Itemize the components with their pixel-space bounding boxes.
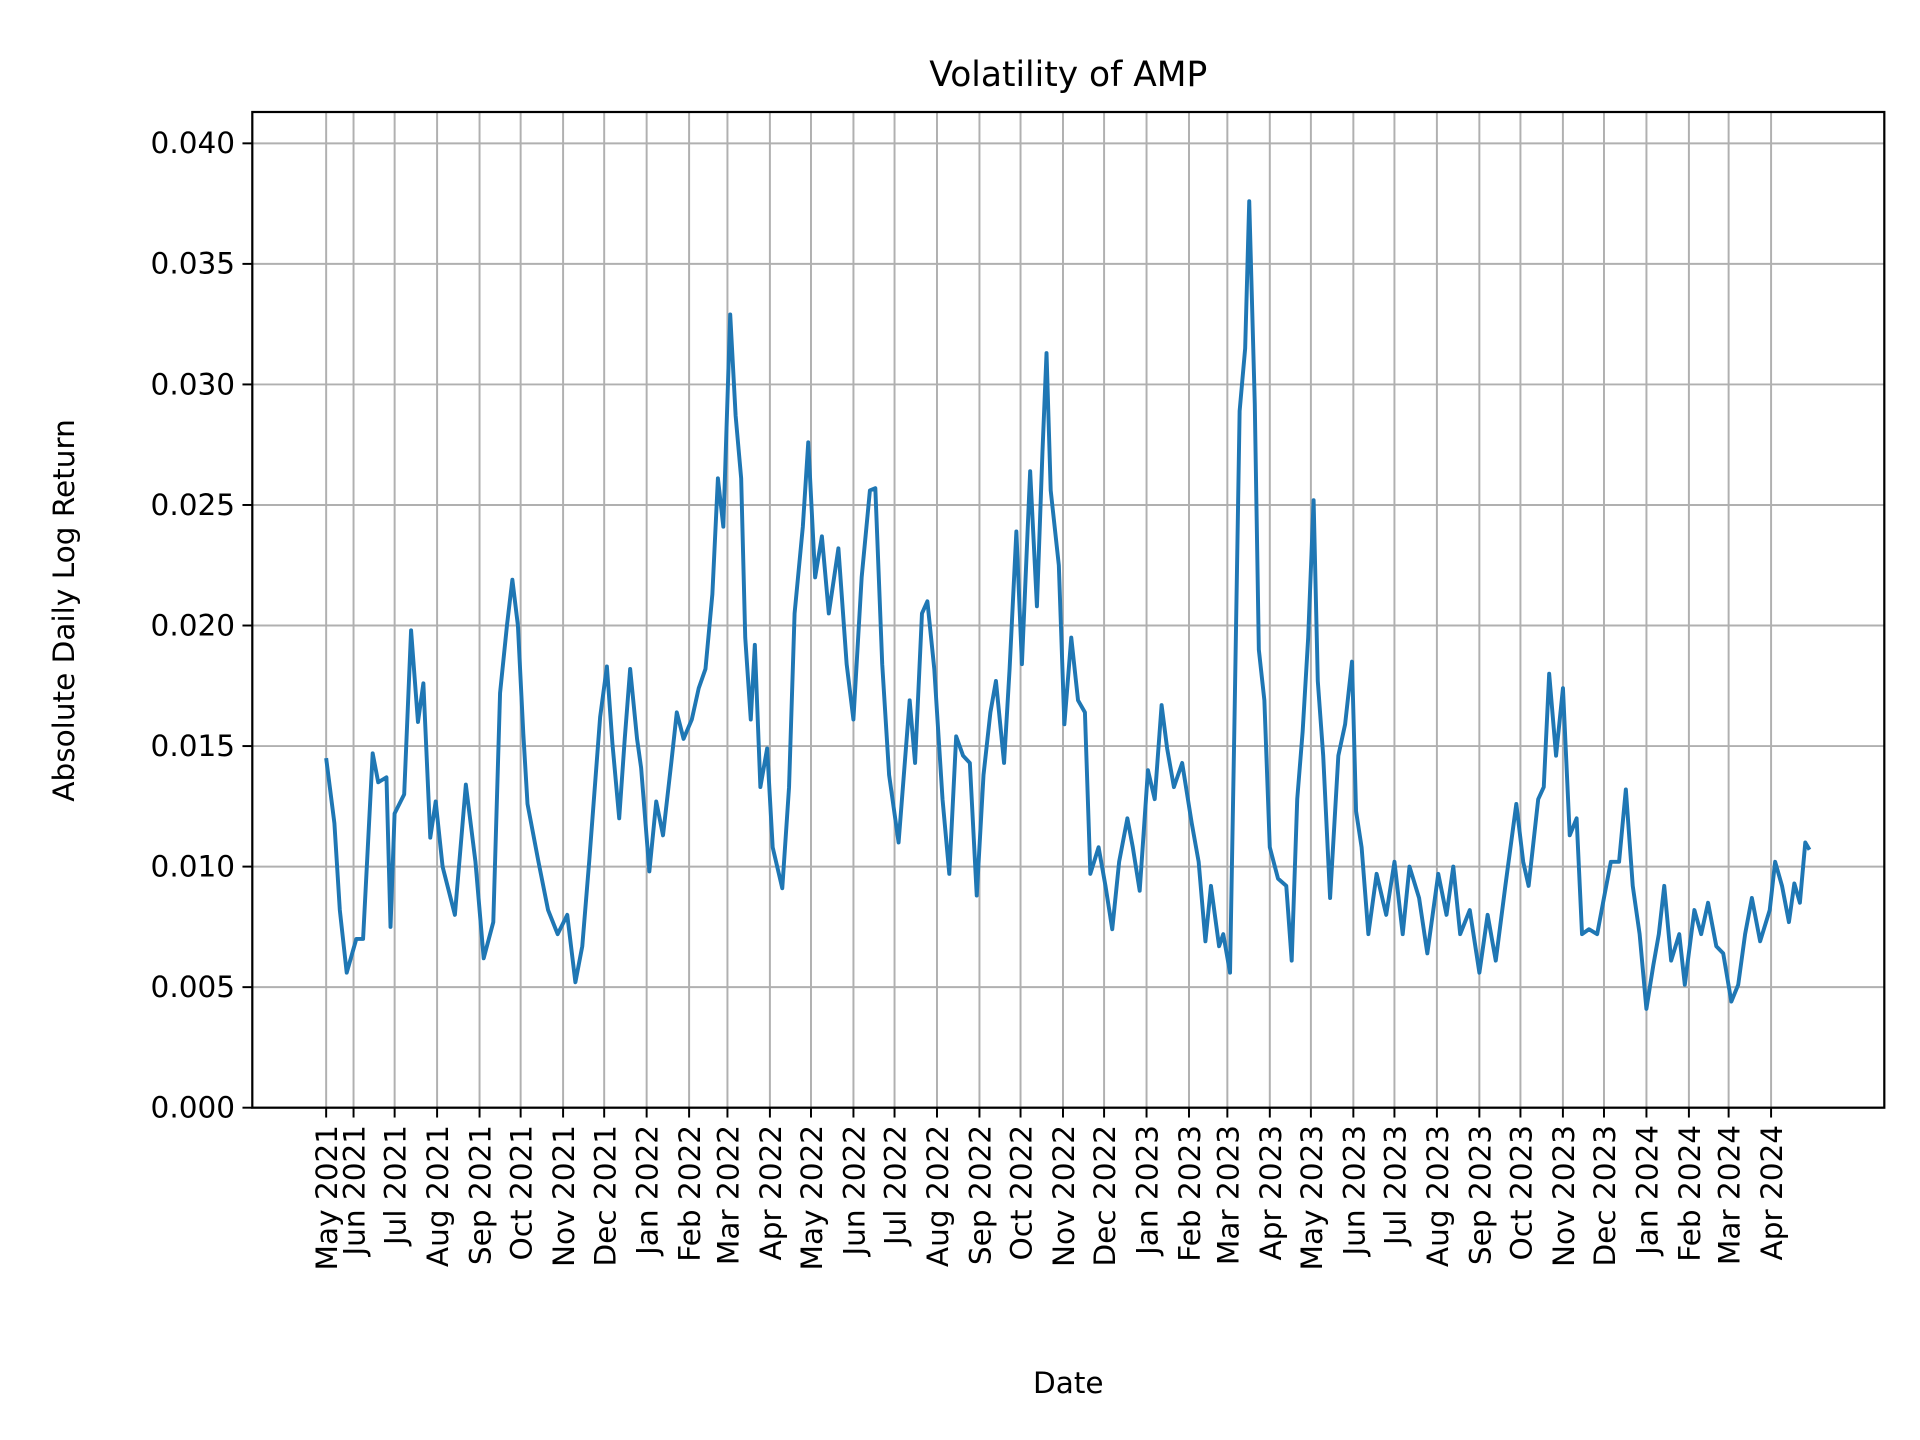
x-tick-label: Aug 2022 xyxy=(921,1125,955,1267)
x-tick-label: Jan 2022 xyxy=(631,1125,665,1257)
x-tick-label: Jul 2022 xyxy=(879,1125,913,1247)
x-tick-label: May 2022 xyxy=(795,1125,829,1271)
x-tick-label: Oct 2021 xyxy=(505,1125,539,1261)
y-tick-label: 0.035 xyxy=(151,247,236,281)
x-tick-label: Feb 2023 xyxy=(1173,1125,1207,1262)
x-tick-label: Aug 2023 xyxy=(1421,1125,1455,1267)
x-tick-label: Mar 2023 xyxy=(1211,1125,1245,1265)
x-axis-label: Date xyxy=(1033,1366,1104,1400)
x-tick-label: Jun 2023 xyxy=(1337,1125,1371,1258)
x-tick-label: Jun 2021 xyxy=(338,1125,372,1258)
x-tick-label: May 2021 xyxy=(310,1125,344,1271)
x-tick-label: Nov 2023 xyxy=(1547,1125,1581,1267)
y-tick-label: 0.020 xyxy=(151,608,236,642)
x-tick-label: Oct 2023 xyxy=(1505,1125,1539,1261)
y-tick-label: 0.010 xyxy=(151,849,236,883)
x-tick-label: Jul 2023 xyxy=(1379,1125,1413,1247)
x-tick-label: Sep 2022 xyxy=(964,1125,998,1265)
y-tick-label: 0.025 xyxy=(151,488,236,522)
x-tick-label: Jul 2021 xyxy=(379,1125,413,1247)
x-tick-label: Dec 2021 xyxy=(588,1125,622,1267)
x-tick-label: Aug 2021 xyxy=(421,1125,455,1267)
x-tick-label: Mar 2022 xyxy=(712,1125,746,1265)
series-line xyxy=(324,199,1812,1011)
y-axis: 0.000 0.005 0.010 0.015 0.020 0.025 0.030 0.035… xyxy=(151,126,253,1125)
y-axis-label: Absolute Daily Log Return xyxy=(47,419,81,802)
x-tick-label: Mar 2024 xyxy=(1713,1125,1747,1265)
x-tick-label: Oct 2022 xyxy=(1005,1125,1039,1261)
x-tick-label: Apr 2023 xyxy=(1254,1125,1288,1261)
x-tick-label: Sep 2021 xyxy=(464,1125,498,1265)
y-tick-label: 0.040 xyxy=(151,126,236,160)
plot-frame xyxy=(251,110,1886,1109)
x-tick-label: Dec 2022 xyxy=(1088,1125,1122,1267)
x-tick-label: Jan 2023 xyxy=(1131,1125,1165,1257)
series-line-group xyxy=(324,199,1812,1011)
x-tick-label: Feb 2022 xyxy=(673,1125,707,1262)
y-tick-label: 0.000 xyxy=(151,1091,236,1125)
x-tick-label: Jun 2022 xyxy=(838,1125,872,1258)
y-tick-label: 0.015 xyxy=(151,729,236,763)
x-tick-label: Dec 2023 xyxy=(1588,1125,1622,1267)
x-tick-label: Nov 2022 xyxy=(1047,1125,1081,1267)
x-tick-label: Jan 2024 xyxy=(1631,1125,1665,1257)
x-tick-label: Nov 2021 xyxy=(547,1125,581,1267)
chart-title: Volatility of AMP xyxy=(929,55,1207,95)
y-tick-label: 0.030 xyxy=(151,367,236,401)
y-tick-label: 0.005 xyxy=(151,970,236,1004)
x-tick-label: May 2023 xyxy=(1295,1125,1329,1271)
x-tick-label: Apr 2022 xyxy=(754,1125,788,1261)
x-tick-label: Sep 2023 xyxy=(1463,1125,1497,1265)
x-tick-label: Apr 2024 xyxy=(1755,1125,1789,1261)
x-tick-label: Feb 2024 xyxy=(1673,1125,1707,1262)
